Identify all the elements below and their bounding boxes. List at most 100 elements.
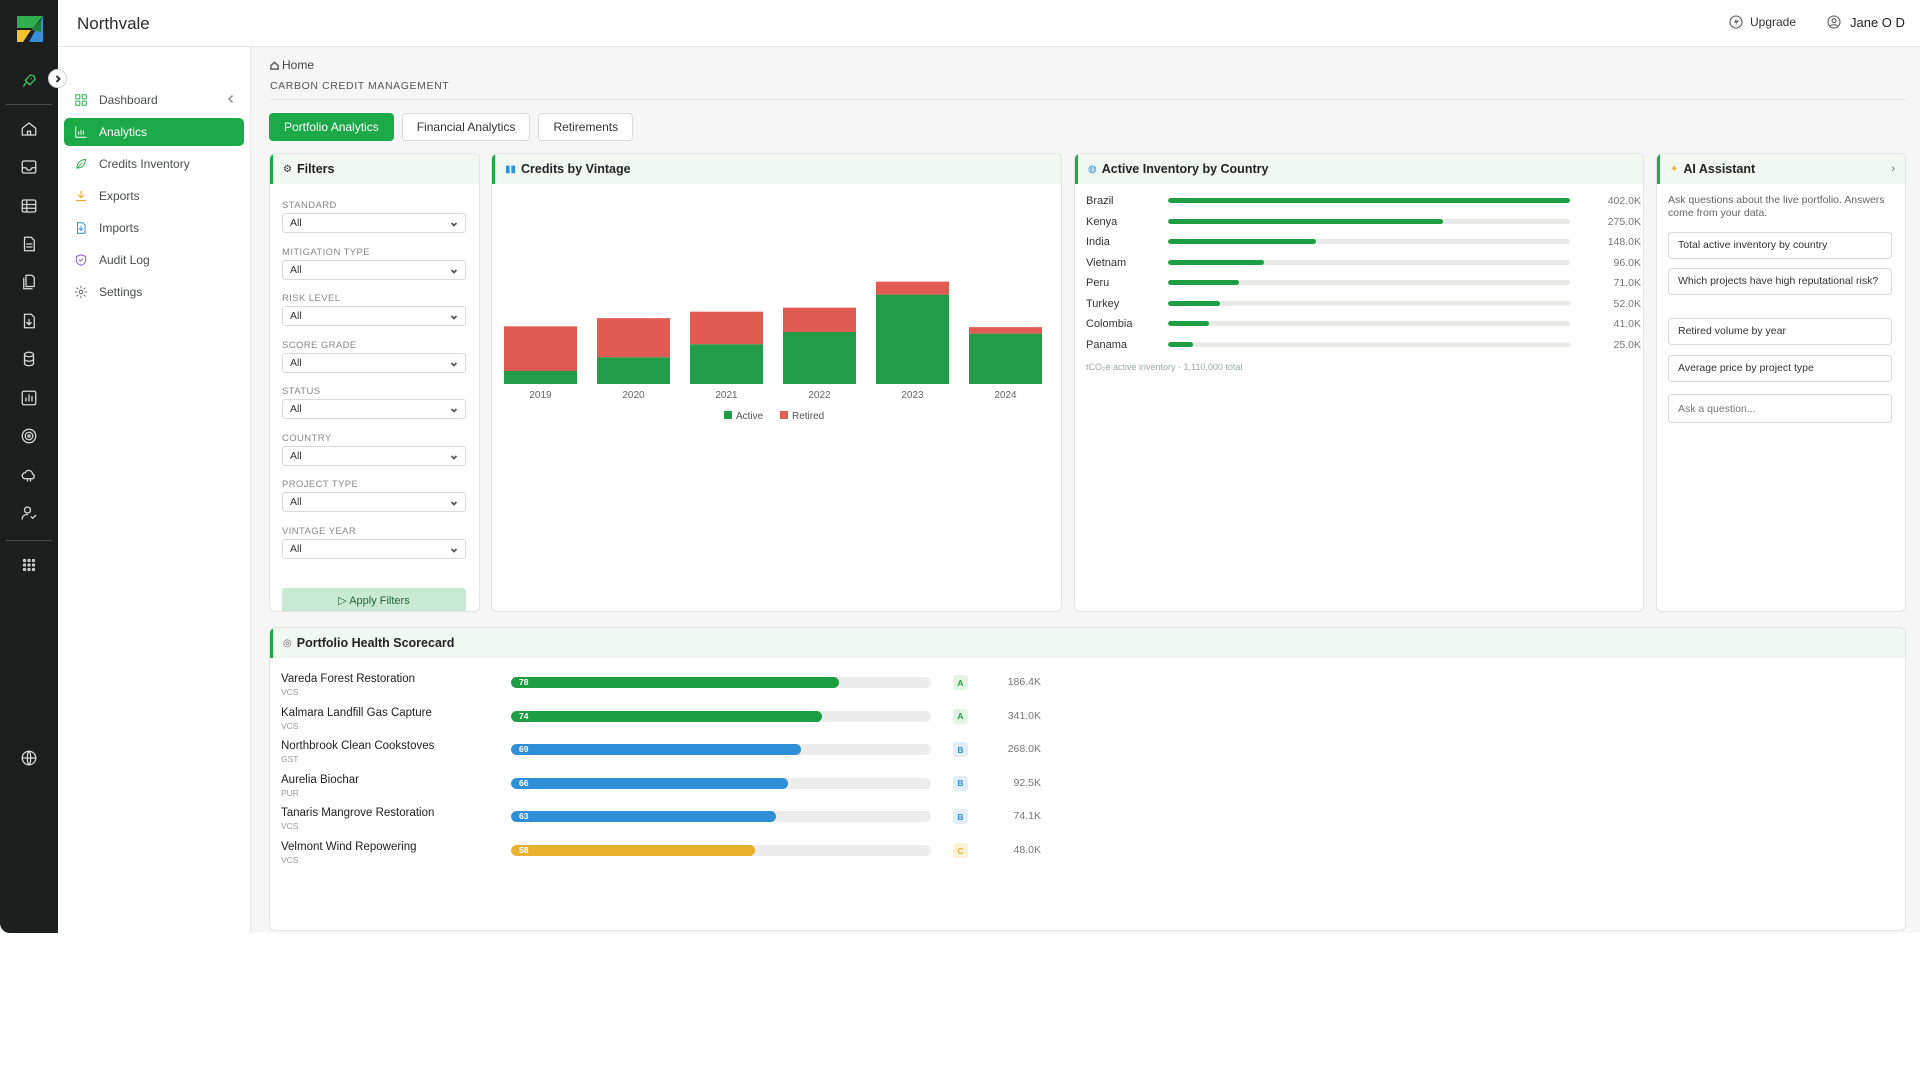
project-name: Vareda Forest Restoration bbox=[281, 673, 416, 685]
card-header[interactable]: ✦ AI Assistant › bbox=[1657, 154, 1905, 184]
tab-portfolio-analytics[interactable]: Portfolio Analytics bbox=[269, 113, 394, 141]
country-row: Colombia 41.0K bbox=[1086, 317, 1641, 331]
filter-select-mitigation-type[interactable]: All bbox=[282, 259, 466, 280]
sidebar-item-exports[interactable]: Exports bbox=[64, 182, 244, 210]
country-name: Colombia bbox=[1086, 318, 1133, 330]
score-bar-track: 63 bbox=[511, 811, 931, 823]
ai-suggestion[interactable]: Which projects have high reputational ri… bbox=[1668, 268, 1892, 295]
bar-retired-2019[interactable] bbox=[504, 326, 577, 371]
sidebar-item-audit-log[interactable]: Audit Log bbox=[64, 246, 244, 274]
app-shell: Northvale Upgrade Jane O D Dashboard Ana… bbox=[0, 0, 1920, 933]
x-tick-label: 2023 bbox=[901, 390, 924, 401]
filter-select-project-type[interactable]: All bbox=[282, 492, 466, 512]
filter-select-status[interactable]: All bbox=[282, 399, 466, 419]
country-bar-track bbox=[1168, 280, 1570, 285]
target-icon[interactable] bbox=[19, 426, 39, 446]
apply-filters-button[interactable]: ▷ Apply Filters bbox=[282, 588, 466, 611]
inbox-icon[interactable] bbox=[19, 157, 39, 177]
home-icon[interactable] bbox=[19, 119, 39, 139]
ai-suggestion[interactable]: Average price by project type bbox=[1668, 355, 1892, 382]
filter-select-standard[interactable]: All bbox=[282, 213, 466, 233]
export-file-icon[interactable] bbox=[19, 311, 39, 331]
apps-grid-icon[interactable] bbox=[19, 555, 39, 575]
country-bar-track bbox=[1168, 259, 1570, 265]
bar-active-2023[interactable] bbox=[876, 294, 949, 384]
bar-retired-2021[interactable] bbox=[690, 311, 763, 345]
user-menu[interactable]: Jane O D bbox=[1826, 14, 1905, 30]
bar-retired-2022[interactable] bbox=[783, 307, 856, 332]
project-volume: 268.0K bbox=[1007, 743, 1041, 756]
tab-bar: Portfolio Analytics Financial Analytics … bbox=[269, 113, 634, 141]
bar-active-2020[interactable] bbox=[597, 357, 670, 384]
card-header: ◎ Portfolio Health Scorecard bbox=[270, 628, 1905, 658]
files-icon[interactable] bbox=[19, 272, 39, 292]
project-volume: 92.5K bbox=[1013, 776, 1041, 789]
sidebar-item-dashboard[interactable]: Dashboard bbox=[64, 86, 244, 114]
user-check-icon[interactable] bbox=[19, 503, 39, 523]
score-bar-fill: 58 bbox=[511, 845, 755, 856]
x-tick-label: 2024 bbox=[994, 390, 1017, 401]
bar-retired-2020[interactable] bbox=[597, 318, 670, 358]
country-row: Turkey 52.0K bbox=[1086, 297, 1641, 311]
sidebar-item-imports[interactable]: Imports bbox=[64, 214, 244, 242]
rocket-icon[interactable] bbox=[19, 71, 39, 91]
country-name: Panama bbox=[1086, 338, 1127, 351]
project-standard: PUR bbox=[281, 787, 299, 798]
filter-label: VINTAGE YEAR bbox=[282, 525, 357, 537]
bar-active-2024[interactable] bbox=[969, 333, 1042, 384]
x-tick-label: 2019 bbox=[529, 390, 552, 401]
sidebar-item-credits-inventory[interactable]: Credits Inventory bbox=[64, 150, 244, 178]
filter-select-vintage-year[interactable]: All bbox=[282, 538, 466, 559]
filter-icon: ⚙ bbox=[283, 163, 292, 175]
bar-retired-2023[interactable] bbox=[876, 281, 949, 295]
sidebar-item-label: Exports bbox=[99, 189, 140, 203]
gear-icon bbox=[74, 285, 88, 299]
card-header: ⚙ Filters bbox=[270, 154, 479, 184]
chevron-down-icon bbox=[450, 268, 458, 274]
breadcrumb-home[interactable]: Home bbox=[282, 58, 315, 72]
bar-active-2021[interactable] bbox=[690, 344, 763, 384]
sidebar-toggle-button[interactable] bbox=[48, 69, 67, 88]
document-icon[interactable] bbox=[19, 234, 39, 254]
legend-label-retired: Retired bbox=[792, 411, 824, 422]
score-bar-fill: 74 bbox=[511, 710, 822, 722]
chevron-right-icon[interactable]: › bbox=[1891, 163, 1895, 175]
chart-icon[interactable] bbox=[19, 388, 39, 408]
tab-financial-analytics[interactable]: Financial Analytics bbox=[401, 113, 531, 141]
country-bar-fill bbox=[1168, 239, 1316, 244]
shield-icon bbox=[75, 254, 87, 266]
breadcrumb[interactable]: Home bbox=[270, 58, 314, 72]
top-bar: Northvale Upgrade Jane O D bbox=[58, 0, 1920, 47]
filter-value: All bbox=[290, 449, 302, 462]
filter-select-risk-level[interactable]: All bbox=[282, 306, 466, 326]
filter-select-country[interactable]: All bbox=[282, 445, 466, 466]
sidebar-item-settings[interactable]: Settings bbox=[64, 278, 244, 306]
bar-retired-2024[interactable] bbox=[969, 327, 1042, 334]
ai-suggestion[interactable]: Retired volume by year bbox=[1668, 318, 1892, 345]
bar-active-2019[interactable] bbox=[504, 371, 577, 384]
upgrade-button[interactable]: Upgrade bbox=[1728, 14, 1796, 30]
table-icon[interactable] bbox=[19, 196, 39, 216]
country-bar-fill bbox=[1168, 280, 1239, 285]
sidebar-item-analytics[interactable]: Analytics bbox=[64, 118, 244, 146]
sidebar-item-label: Audit Log bbox=[99, 253, 150, 267]
filter-value: All bbox=[290, 542, 302, 555]
chevron-down-icon bbox=[450, 501, 458, 506]
cloud-icon[interactable] bbox=[19, 465, 39, 485]
filter-select-score-grade[interactable]: All bbox=[282, 352, 466, 373]
ai-suggestion[interactable]: Total active inventory by country bbox=[1668, 232, 1892, 259]
bar-active-2022[interactable] bbox=[783, 332, 856, 384]
country-bar-track bbox=[1168, 239, 1570, 244]
country-name: Turkey bbox=[1086, 297, 1120, 310]
legend-label-active: Active bbox=[736, 411, 764, 422]
ai-question-input[interactable] bbox=[1668, 394, 1892, 423]
chevron-down-icon bbox=[450, 222, 458, 227]
project-name: Velmont Wind Repowering bbox=[281, 841, 417, 853]
coins-icon[interactable] bbox=[19, 349, 39, 369]
globe-icon: ◍ bbox=[1088, 163, 1097, 175]
tab-retirements[interactable]: Retirements bbox=[538, 113, 634, 141]
scorecard-row: Velmont Wind Repowering VCS 58 C 48.0K bbox=[281, 841, 1041, 869]
project-volume: 48.0K bbox=[1013, 844, 1041, 856]
score-bar-track: 78 bbox=[511, 677, 931, 688]
globe-icon[interactable] bbox=[19, 748, 39, 768]
